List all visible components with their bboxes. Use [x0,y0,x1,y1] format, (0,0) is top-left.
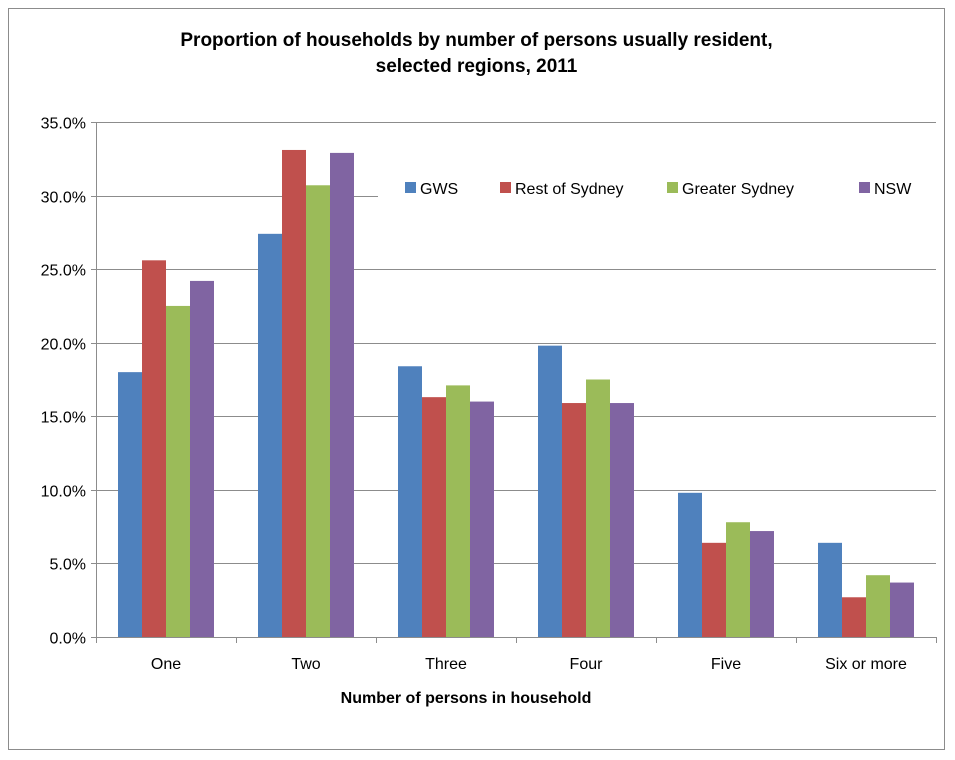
y-tick-label: 0.0% [50,631,86,648]
bar [702,542,726,637]
bar [330,152,354,637]
y-tick-label: 15.0% [41,410,86,427]
bar [190,280,214,637]
bar [118,372,142,637]
bar [422,397,446,637]
x-tick-label: Four [570,656,604,673]
y-tick-label: 20.0% [41,337,86,354]
bar [166,305,190,637]
legend: GWS Rest of Sydney Greater Sydney NSW [378,168,938,210]
bar [446,385,470,637]
bar [610,403,634,637]
legend-box [378,168,938,210]
bar [470,401,494,637]
bar [890,582,914,637]
legend-label: GWS [420,181,458,198]
bar [678,492,702,637]
bar [818,542,842,637]
legend-label: Greater Sydney [682,181,794,198]
legend-label: Rest of Sydney [515,181,624,198]
x-tick-labels: One Two Three Four Five Six or more [151,656,907,673]
gridlines [91,122,936,638]
bar [842,597,866,637]
y-tick-labels: 0.0% 5.0% 10.0% 15.0% 20.0% 25.0% 30.0% 35.0% [41,116,86,648]
bar [142,260,166,637]
bars [118,149,914,638]
bar [258,233,282,638]
axes [96,122,937,643]
chart-title-line1: Proportion of households by number of pe… [180,30,773,51]
bar [282,149,306,637]
bar [750,531,774,637]
bar [306,185,330,637]
x-tick-label: Three [425,656,467,673]
y-tick-label: 30.0% [41,190,86,207]
y-tick-label: 35.0% [41,116,86,133]
x-tick-label: Six or more [825,656,907,673]
chart-title-line2: selected regions, 2011 [375,56,578,77]
x-tick-label: Five [711,656,741,673]
y-tick-label: 25.0% [41,263,86,280]
legend-swatch [667,182,678,193]
bar [726,522,750,637]
legend-label: NSW [874,181,912,198]
x-tick-label: Two [291,656,320,673]
legend-swatch [500,182,511,193]
bar [562,403,586,637]
bar [586,379,610,637]
chart-title: Proportion of households by number of pe… [8,28,945,80]
legend-swatch [405,182,416,193]
y-tick-label: 5.0% [50,557,86,574]
bar [866,575,890,637]
x-axis-title: Number of persons in household [341,690,592,707]
x-tick-label: One [151,656,181,673]
bar [398,366,422,637]
legend-swatch [859,182,870,193]
y-tick-label: 10.0% [41,484,86,501]
bar [538,345,562,637]
